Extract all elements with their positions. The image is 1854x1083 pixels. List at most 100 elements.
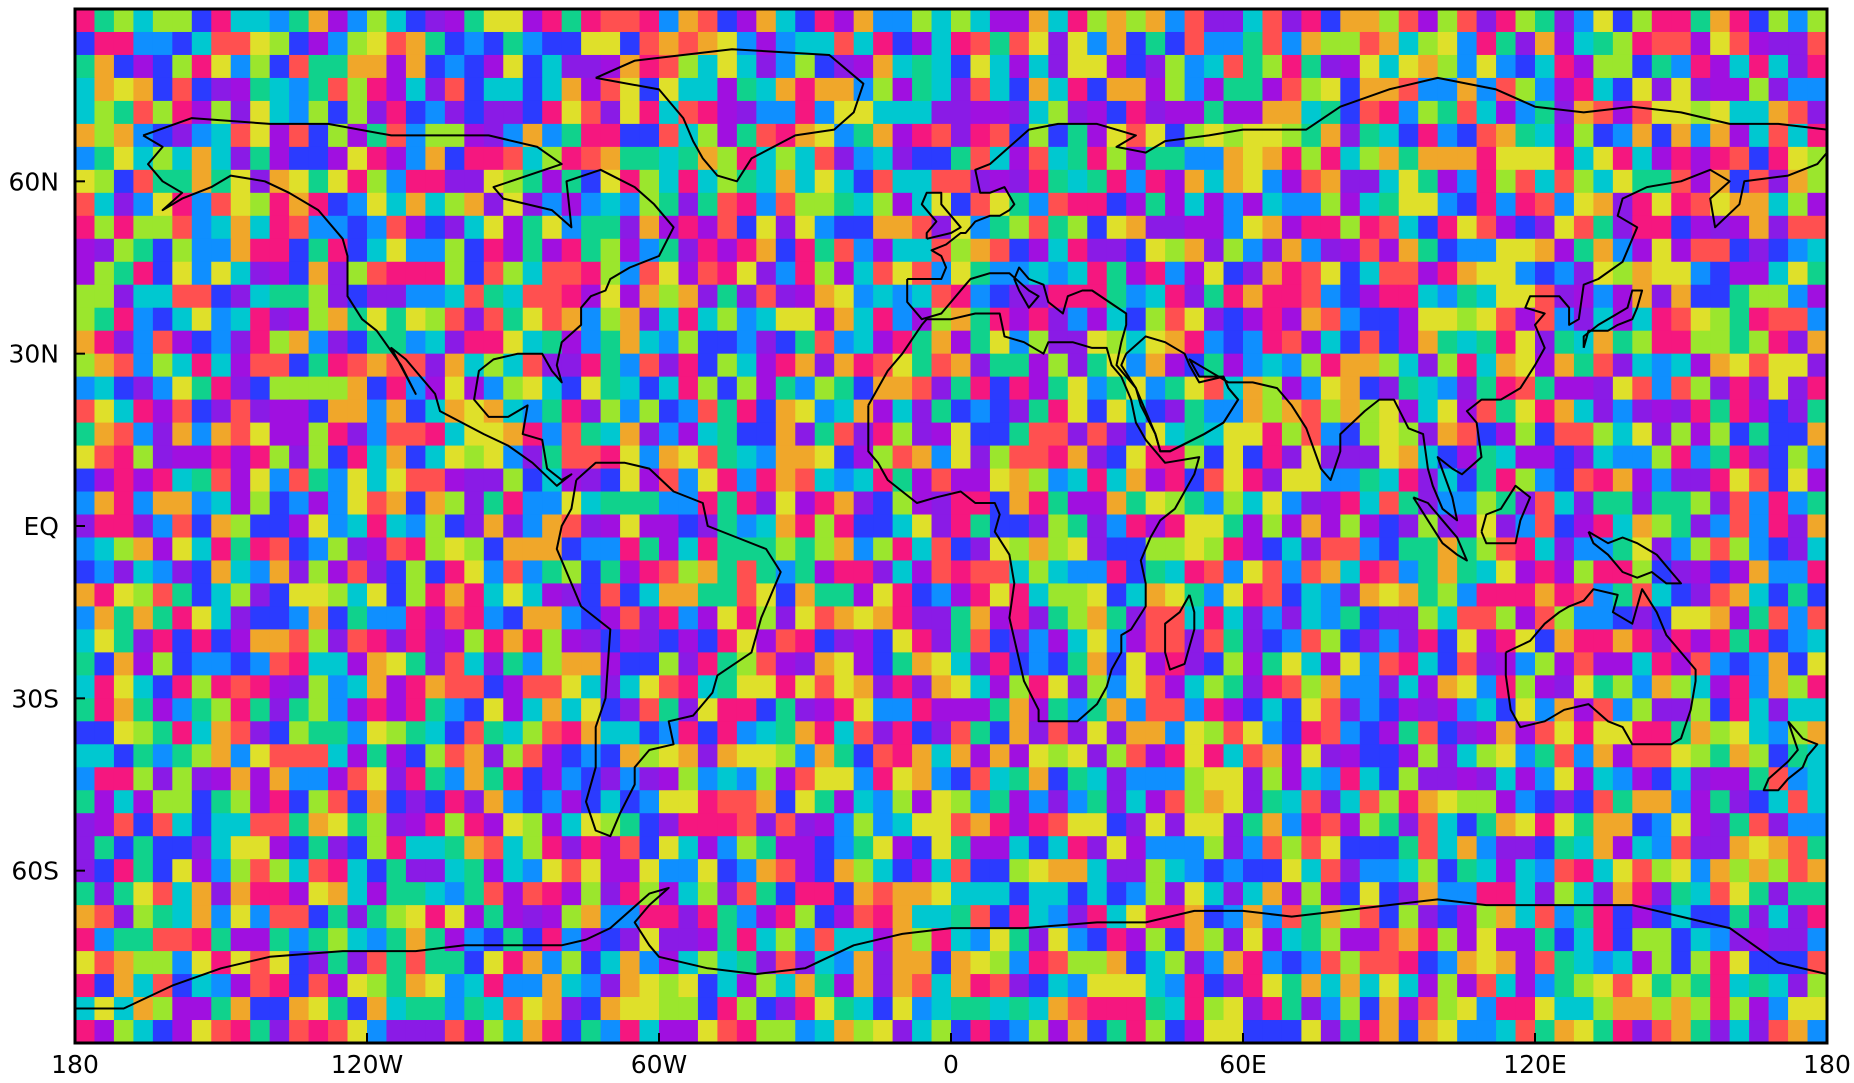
grid-cell bbox=[1671, 836, 1692, 860]
grid-cell bbox=[1554, 215, 1575, 240]
grid-cell bbox=[970, 468, 991, 493]
grid-cell bbox=[464, 238, 485, 263]
grid-cell bbox=[347, 836, 368, 860]
grid-cell bbox=[522, 997, 543, 1021]
grid-cell bbox=[483, 997, 504, 1021]
grid-cell bbox=[1457, 146, 1478, 171]
grid-cell bbox=[386, 169, 407, 194]
grid-cell bbox=[1106, 721, 1127, 745]
coastline-madagascar bbox=[1164, 594, 1196, 671]
grid-cell bbox=[1359, 928, 1380, 952]
grid-cell bbox=[75, 905, 96, 929]
grid-cell bbox=[1184, 169, 1205, 194]
grid-cell bbox=[444, 1020, 465, 1043]
grid-cell bbox=[1768, 445, 1789, 470]
grid-cell bbox=[250, 928, 271, 952]
grid-cell bbox=[191, 790, 212, 814]
grid-cell bbox=[678, 1020, 699, 1043]
grid-cell bbox=[892, 376, 913, 401]
grid-cell bbox=[1535, 123, 1556, 148]
grid-cell bbox=[1632, 583, 1653, 608]
grid-cell bbox=[308, 468, 329, 493]
grid-cell bbox=[989, 491, 1010, 516]
grid-cell bbox=[795, 537, 816, 562]
grid-cell bbox=[1048, 652, 1069, 676]
grid-cell bbox=[1243, 491, 1264, 516]
grid-cell bbox=[347, 376, 368, 401]
grid-cell bbox=[581, 560, 602, 585]
grid-cell bbox=[425, 284, 446, 309]
grid-cell bbox=[989, 100, 1010, 125]
grid-cell bbox=[1145, 215, 1166, 240]
grid-cell bbox=[483, 606, 504, 630]
grid-cell bbox=[1651, 376, 1672, 401]
grid-cell bbox=[1379, 744, 1400, 768]
grid-cell bbox=[678, 9, 699, 33]
grid-cell bbox=[1690, 698, 1711, 722]
grid-cell bbox=[697, 721, 718, 745]
grid-cell bbox=[620, 238, 641, 263]
grid-cell bbox=[289, 1020, 310, 1043]
grid-cell bbox=[892, 123, 913, 148]
grid-cell bbox=[814, 31, 835, 56]
grid-cell bbox=[1690, 31, 1711, 56]
grid-cell bbox=[892, 928, 913, 952]
grid-cell bbox=[581, 261, 602, 286]
grid-cell bbox=[853, 813, 874, 837]
grid-cell bbox=[1223, 606, 1244, 630]
grid-cell bbox=[1457, 422, 1478, 447]
grid-cell bbox=[639, 974, 660, 998]
grid-cell bbox=[1788, 606, 1809, 630]
grid-cell bbox=[522, 100, 543, 125]
grid-cell bbox=[75, 491, 96, 516]
grid-cell bbox=[347, 9, 368, 33]
grid-cell bbox=[1554, 1020, 1575, 1043]
grid-cell bbox=[542, 123, 563, 148]
grid-cell bbox=[1418, 376, 1439, 401]
grid-cell bbox=[1535, 169, 1556, 194]
grid-cell bbox=[639, 445, 660, 470]
grid-cell bbox=[1573, 606, 1594, 630]
grid-cell bbox=[1009, 767, 1030, 791]
grid-cell bbox=[1320, 859, 1341, 883]
grid-cell bbox=[970, 721, 991, 745]
grid-cell bbox=[289, 399, 310, 424]
grid-cell bbox=[1418, 445, 1439, 470]
grid-cell bbox=[892, 951, 913, 975]
grid-cell bbox=[795, 836, 816, 860]
grid-cell bbox=[970, 859, 991, 883]
grid-cell bbox=[1087, 675, 1108, 699]
grid-cell bbox=[522, 721, 543, 745]
grid-cell bbox=[75, 238, 96, 263]
grid-cell bbox=[1671, 790, 1692, 814]
grid-cell bbox=[931, 261, 952, 286]
grid-cell bbox=[347, 307, 368, 332]
grid-cell bbox=[1145, 675, 1166, 699]
grid-cell bbox=[1418, 583, 1439, 608]
grid-cell bbox=[1028, 261, 1049, 286]
grid-cell bbox=[736, 100, 757, 125]
grid-cell bbox=[1028, 859, 1049, 883]
grid-cell bbox=[269, 1020, 290, 1043]
grid-cell bbox=[1398, 100, 1419, 125]
grid-cell bbox=[542, 629, 563, 653]
grid-cell bbox=[697, 491, 718, 516]
grid-cell bbox=[269, 307, 290, 332]
grid-cell bbox=[503, 905, 524, 929]
grid-cell bbox=[1651, 284, 1672, 309]
grid-cell bbox=[600, 790, 621, 814]
grid-cell bbox=[1106, 1020, 1127, 1043]
grid-cell bbox=[1496, 974, 1517, 998]
grid-cell bbox=[1281, 215, 1302, 240]
grid-cell bbox=[464, 767, 485, 791]
grid-cell bbox=[1573, 192, 1594, 217]
grid-cell bbox=[795, 123, 816, 148]
grid-cell bbox=[1437, 146, 1458, 171]
grid-cell bbox=[912, 123, 933, 148]
grid-cell bbox=[113, 951, 134, 975]
grid-cell bbox=[1359, 1020, 1380, 1043]
grid-cell bbox=[542, 974, 563, 998]
grid-cell bbox=[308, 652, 329, 676]
grid-cell bbox=[1048, 928, 1069, 952]
grid-cell bbox=[367, 146, 388, 171]
